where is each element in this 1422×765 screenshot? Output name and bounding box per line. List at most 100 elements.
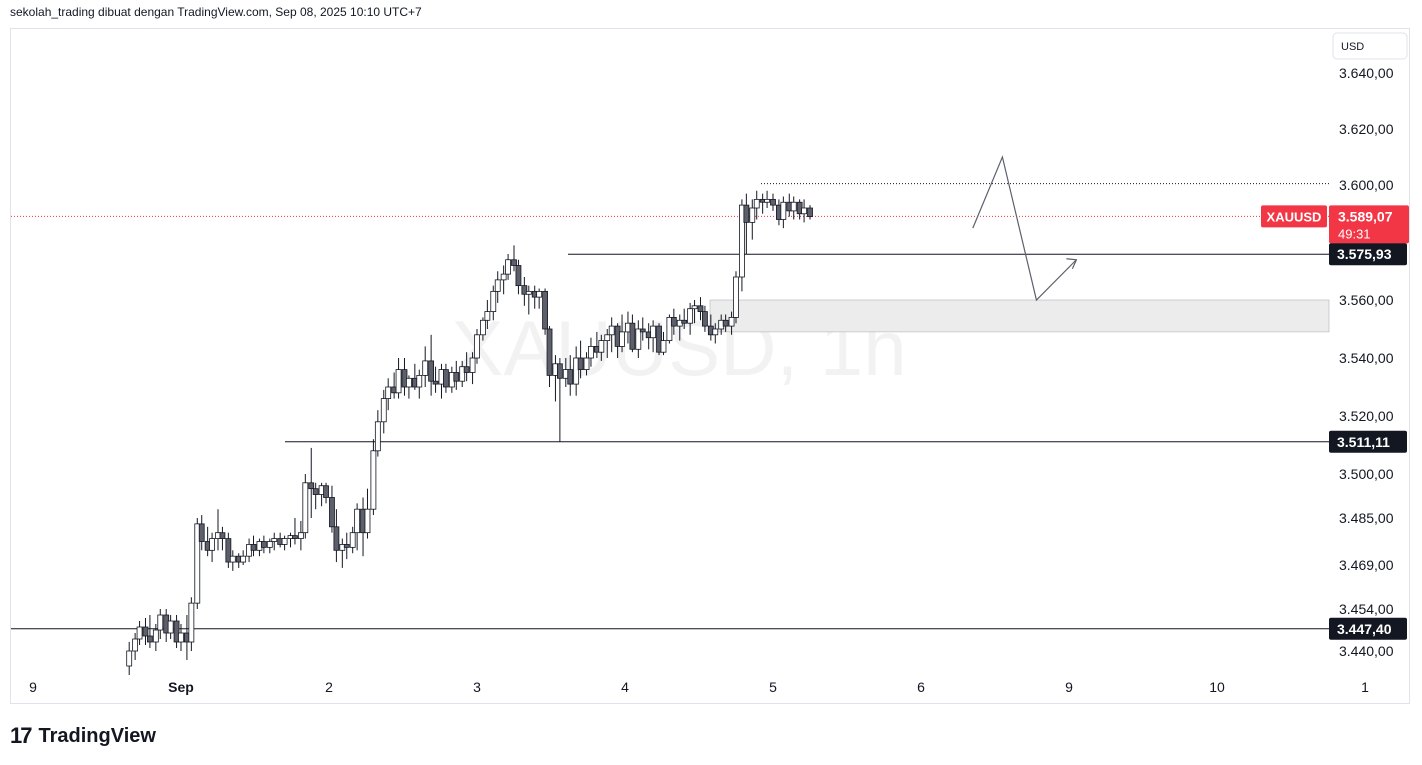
candle-body: [670, 316, 677, 327]
candle-body: [650, 325, 657, 339]
candle: [764, 190, 770, 208]
candle-body: [432, 380, 439, 385]
candle: [329, 485, 335, 533]
candle-body: [173, 620, 180, 643]
candle: [374, 410, 381, 457]
candle: [691, 300, 698, 324]
candle-body: [629, 322, 636, 350]
candle-body: [422, 360, 429, 376]
candle: [198, 515, 205, 551]
candle-body: [635, 328, 642, 350]
candle-body: [157, 614, 164, 631]
level-badge-text: 3.575,93: [1337, 246, 1392, 262]
candle: [209, 532, 215, 563]
candle: [354, 503, 361, 551]
candle: [136, 621, 143, 645]
candle-body: [343, 544, 350, 548]
candle: [463, 352, 470, 382]
candle: [536, 288, 543, 309]
candle: [521, 277, 528, 306]
candle-body: [542, 290, 548, 330]
candle: [225, 532, 232, 568]
candle: [490, 285, 497, 321]
candle-body: [691, 305, 698, 310]
candle-body: [749, 207, 756, 223]
candle: [229, 550, 236, 571]
candle-body: [494, 279, 501, 292]
candle-body: [229, 555, 236, 563]
candle-body: [567, 369, 574, 385]
x-tick-label: 10: [1209, 679, 1225, 695]
tradingview-logo[interactable]: 17 TradingView: [10, 722, 156, 750]
candle: [780, 196, 787, 229]
candle: [759, 193, 766, 214]
candle: [152, 624, 159, 651]
chart-attribution: sekolah_trading dibuat dengan TradingVie…: [10, 5, 422, 19]
candle-body: [577, 357, 584, 371]
candle-body: [666, 316, 673, 341]
candle: [515, 259, 522, 295]
candle: [525, 285, 532, 315]
x-tick-label: Sep: [168, 679, 194, 695]
y-tick-label: 3.560,00: [1339, 292, 1394, 308]
candle-body: [712, 328, 719, 336]
candle-body: [370, 450, 377, 510]
tradingview-brand: TradingView: [38, 724, 156, 747]
candle: [380, 389, 387, 434]
candle: [178, 624, 184, 651]
candle-body: [198, 523, 205, 542]
candle: [583, 352, 590, 376]
candle: [588, 337, 594, 367]
candle-body: [354, 508, 361, 534]
candle-body: [656, 325, 662, 353]
candle: [702, 305, 708, 332]
candle-body: [142, 626, 149, 637]
y-tick-label: 3.640,00: [1339, 65, 1394, 81]
candle-body: [374, 421, 381, 452]
candle-body: [702, 311, 708, 327]
level-badge: [1329, 617, 1407, 640]
y-tick-label: 3.520,00: [1339, 408, 1394, 424]
candle: [480, 317, 486, 341]
projection-path: [972, 155, 1077, 302]
candle: [370, 439, 377, 516]
candle: [142, 618, 149, 645]
candle: [443, 363, 449, 393]
candle-body: [583, 357, 590, 371]
candle-body: [681, 319, 688, 324]
candle: [188, 597, 195, 651]
chart-frame[interactable]: XAUUSD, 1h USD 3.640,00 3.620,00 3.600,00 3.…: [10, 28, 1410, 704]
candle-body: [780, 201, 787, 220]
candle: [240, 550, 247, 565]
candle: [167, 615, 174, 639]
candle: [650, 320, 657, 353]
candle: [385, 378, 392, 411]
candle-body: [126, 650, 133, 667]
projection-arrowhead: [1066, 258, 1078, 269]
candle-body: [500, 273, 507, 281]
candle: [770, 193, 776, 211]
candle: [416, 369, 423, 399]
candle: [126, 642, 133, 675]
level-badge-text: 3.511,11: [1337, 434, 1390, 450]
candle: [749, 199, 756, 240]
candle-body: [364, 508, 371, 534]
symbol-badge-text: XAUUSD: [1267, 209, 1322, 224]
y-tick-label: 3.469,00: [1339, 557, 1394, 573]
candle: [556, 358, 563, 443]
candle: [619, 314, 625, 353]
candle-body: [349, 532, 356, 548]
level-badge: [1329, 430, 1407, 453]
candle: [505, 254, 511, 280]
candle-body: [225, 538, 232, 563]
candle-body: [312, 488, 319, 495]
candle: [401, 358, 408, 396]
candle: [639, 317, 646, 341]
y-tick-label: 3.600,00: [1339, 177, 1394, 193]
candle: [132, 633, 139, 660]
candle: [287, 532, 294, 548]
candlestick-chart[interactable]: XAUUSD, 1h USD3.640,003.620,003.600,003.…: [11, 29, 1409, 703]
candle-body: [308, 482, 315, 490]
candle: [432, 366, 439, 393]
candle-body: [753, 198, 760, 209]
